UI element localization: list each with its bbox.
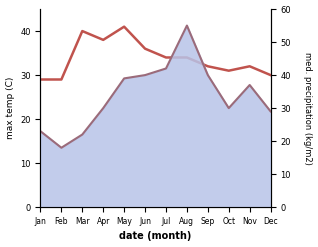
X-axis label: date (month): date (month) <box>119 231 192 242</box>
Y-axis label: med. precipitation (kg/m2): med. precipitation (kg/m2) <box>303 52 313 165</box>
Y-axis label: max temp (C): max temp (C) <box>5 77 15 139</box>
